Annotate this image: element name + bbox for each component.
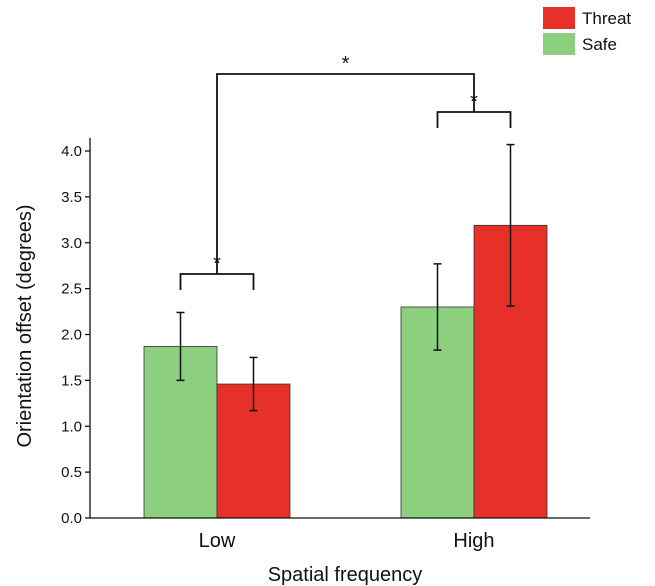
significance-brackets: * * * bbox=[179, 53, 512, 290]
y-tick-label: 1.5 bbox=[61, 372, 82, 389]
y-tick-label: 2.0 bbox=[61, 327, 82, 344]
y-tick-label: 1.0 bbox=[61, 418, 82, 435]
y-axis-title: Orientation offset (degrees) bbox=[14, 204, 36, 447]
significance-star: * bbox=[470, 91, 478, 113]
bars bbox=[143, 224, 548, 519]
y-axis: 0.0 0.5 1.0 1.5 2.0 2.5 3.0 3.5 4.0 bbox=[61, 137, 91, 527]
y-tick-label: 2.5 bbox=[61, 281, 82, 298]
y-tick-label: 3.5 bbox=[61, 189, 82, 206]
error-bars bbox=[176, 143, 515, 412]
legend: Threat Safe bbox=[543, 7, 631, 55]
significance-star: * bbox=[342, 53, 350, 75]
y-tick-label: 0.0 bbox=[61, 510, 82, 527]
bracket-low-vs-high bbox=[216, 73, 475, 274]
bracket-high bbox=[436, 111, 512, 128]
legend-swatch-threat bbox=[543, 7, 575, 29]
legend-label-safe: Safe bbox=[582, 35, 617, 54]
legend-swatch-safe bbox=[543, 33, 575, 55]
y-tick-label: 4.0 bbox=[61, 143, 82, 160]
x-axis: Low High bbox=[90, 517, 590, 552]
significance-star: * bbox=[213, 253, 221, 275]
x-tick-label: High bbox=[453, 530, 494, 552]
y-tick-label: 3.0 bbox=[61, 235, 82, 252]
bracket-low bbox=[179, 273, 255, 290]
x-tick-label: Low bbox=[199, 530, 236, 552]
x-axis-title: Spatial frequency bbox=[268, 564, 423, 586]
legend-label-threat: Threat bbox=[582, 9, 631, 28]
y-tick-label: 0.5 bbox=[61, 464, 82, 481]
